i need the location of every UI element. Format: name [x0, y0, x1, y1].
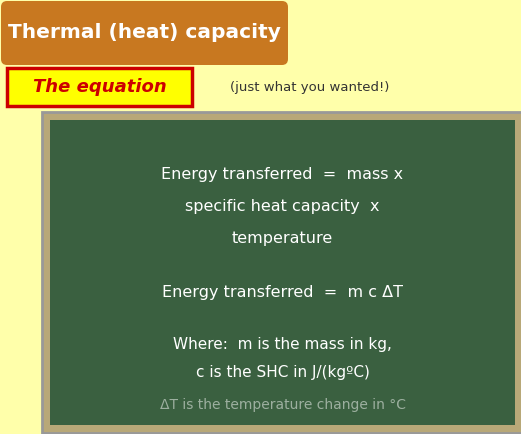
Text: temperature: temperature — [232, 230, 333, 246]
Text: c is the SHC in J/(kgºC): c is the SHC in J/(kgºC) — [195, 365, 369, 379]
FancyBboxPatch shape — [1, 1, 288, 65]
FancyBboxPatch shape — [7, 68, 192, 106]
FancyBboxPatch shape — [42, 112, 521, 433]
Text: Energy transferred  =  mass x: Energy transferred = mass x — [162, 168, 404, 183]
Text: Thermal (heat) capacity: Thermal (heat) capacity — [8, 23, 281, 43]
Text: specific heat capacity  x: specific heat capacity x — [185, 200, 380, 214]
Text: Where:  m is the mass in kg,: Where: m is the mass in kg, — [173, 336, 392, 352]
Text: Energy transferred  =  m c ΔT: Energy transferred = m c ΔT — [162, 285, 403, 299]
Bar — [50, 120, 515, 425]
Text: ΔT is the temperature change in °C: ΔT is the temperature change in °C — [159, 398, 405, 412]
Text: (just what you wanted!): (just what you wanted!) — [230, 80, 390, 93]
Text: The equation: The equation — [33, 78, 166, 96]
